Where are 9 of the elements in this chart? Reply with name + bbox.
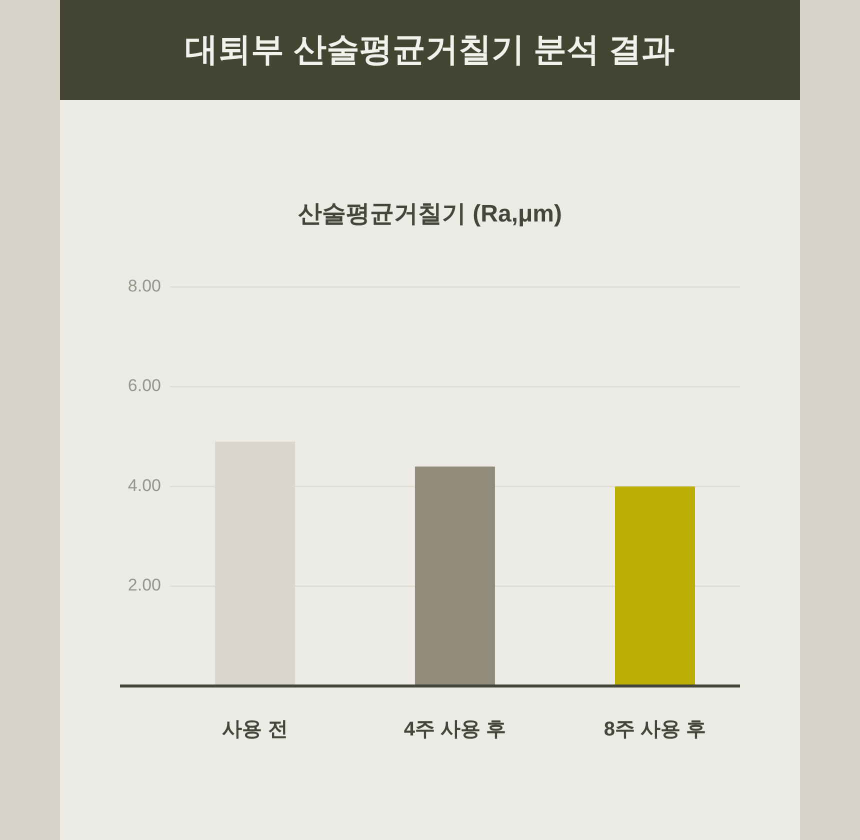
subtitle: 산술평균거칠기 (Ra,μm) xyxy=(298,200,562,228)
xtick-label: 4주 사용 후 xyxy=(404,718,506,740)
ytick-label: 2.00 xyxy=(128,576,161,595)
xtick-label: 사용 전 xyxy=(222,718,288,740)
ytick-label: 4.00 xyxy=(128,476,161,495)
ytick-label: 6.00 xyxy=(128,376,161,396)
xtick-label: 8주 사용 후 xyxy=(604,718,706,740)
title: 대퇴부 산술평균거칠기 분석 결과 xyxy=(185,30,675,68)
ytick-label: 8.00 xyxy=(128,276,161,296)
